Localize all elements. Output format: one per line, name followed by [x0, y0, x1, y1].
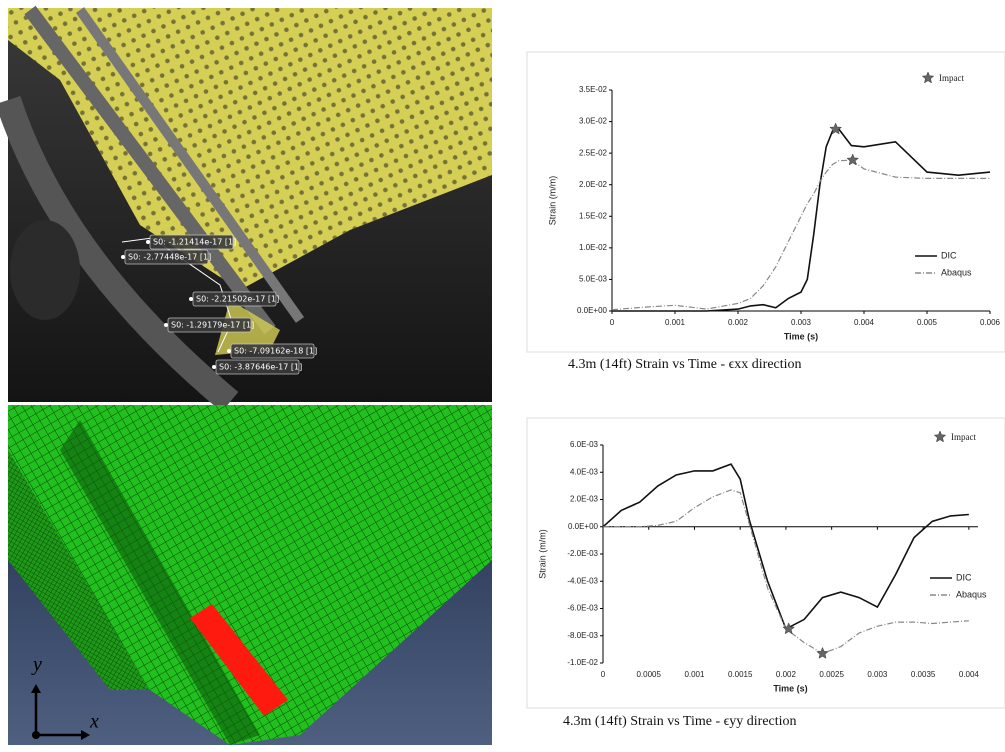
dic-label: S0: -1.29179e-17 [1]	[171, 321, 254, 330]
axis-x-label: x	[89, 711, 99, 733]
y-tick-label: -6.0E-03	[567, 604, 598, 613]
y-tick-label: -1.0E-02	[567, 658, 598, 667]
x-tick-label: 0.003	[791, 318, 812, 327]
dic-label: S0: -1.21414e-17 [1]	[153, 238, 236, 247]
x-axis-label: Time (s)	[784, 331, 818, 341]
dic-label: S0: -2.77448e-17 [1]	[128, 253, 211, 262]
x-tick-label: 0.0035	[911, 670, 936, 679]
y-tick-label: 4.0E-03	[570, 467, 599, 476]
legend-label: DIC	[941, 250, 957, 260]
y-tick-label: 2.0E-02	[579, 180, 608, 189]
legend-label: Impact	[939, 73, 964, 83]
y-tick-label: 0.0E+00	[577, 306, 608, 315]
y-tick-label: 1.5E-02	[579, 211, 608, 220]
x-tick-label: 0	[610, 318, 615, 327]
dic-label: S0: -2.21502e-17 [1]	[196, 295, 279, 304]
legend-label: Impact	[951, 432, 976, 442]
dic-photo	[8, 8, 492, 402]
x-tick-label: 0.002	[728, 318, 749, 327]
y-tick-label: 6.0E-03	[570, 440, 599, 449]
label-point	[164, 323, 168, 327]
y-tick-label: 3.0E-02	[579, 117, 608, 126]
y-axis-label: Strain (m/m)	[547, 176, 557, 226]
dic-label: S0: -7.09162e-18 [1]	[234, 347, 317, 356]
legend-label: DIC	[956, 572, 972, 582]
x-tick-label: 0.001	[665, 318, 686, 327]
x-tick-label: 0.0005	[636, 670, 661, 679]
y-tick-label: -2.0E-03	[567, 549, 598, 558]
y-tick-label: -4.0E-03	[567, 576, 598, 585]
x-tick-label: 0.004	[854, 318, 875, 327]
y-tick-label: 2.5E-02	[579, 148, 608, 157]
label-point	[212, 365, 216, 369]
x-tick-label: 0.0015	[728, 670, 753, 679]
x-tick-label: 0	[601, 670, 606, 679]
x-axis-label: Time (s)	[773, 683, 807, 693]
caption: 4.3m (14ft) Strain vs Time - ϵyy directi…	[563, 714, 797, 729]
x-tick-label: 0.0025	[819, 670, 844, 679]
label-point	[227, 349, 231, 353]
label-point	[189, 297, 193, 301]
y-tick-label: 3.5E-02	[579, 85, 608, 94]
y-axis-label: Strain (m/m)	[537, 529, 547, 579]
label-point	[146, 240, 150, 244]
dic-label: S0: -3.87646e-17 [1]	[219, 363, 302, 372]
legend-label: Abaqus	[956, 589, 987, 599]
legend-label: Abaqus	[941, 267, 972, 277]
axis-y-label: y	[31, 654, 42, 676]
x-tick-label: 0.002	[776, 670, 797, 679]
x-tick-label: 0.006	[980, 318, 1001, 327]
figure: y x S0: -1.21414e-17 [1] S0: -2.77448e-17…	[0, 0, 1005, 747]
x-tick-label: 0.005	[917, 318, 938, 327]
caption: 4.3m (14ft) Strain vs Time - ϵxx directi…	[568, 357, 802, 372]
y-tick-label: 5.0E-03	[579, 275, 608, 284]
fe-mesh: y x	[8, 405, 492, 745]
y-tick-label: -8.0E-03	[567, 631, 598, 640]
label-point	[121, 255, 125, 259]
y-tick-label: 1.0E-02	[579, 243, 608, 252]
y-tick-label: 0.0E+00	[568, 522, 599, 531]
x-tick-label: 0.003	[867, 670, 888, 679]
x-tick-label: 0.001	[684, 670, 705, 679]
y-tick-label: 2.0E-03	[570, 495, 599, 504]
x-tick-label: 0.004	[959, 670, 980, 679]
